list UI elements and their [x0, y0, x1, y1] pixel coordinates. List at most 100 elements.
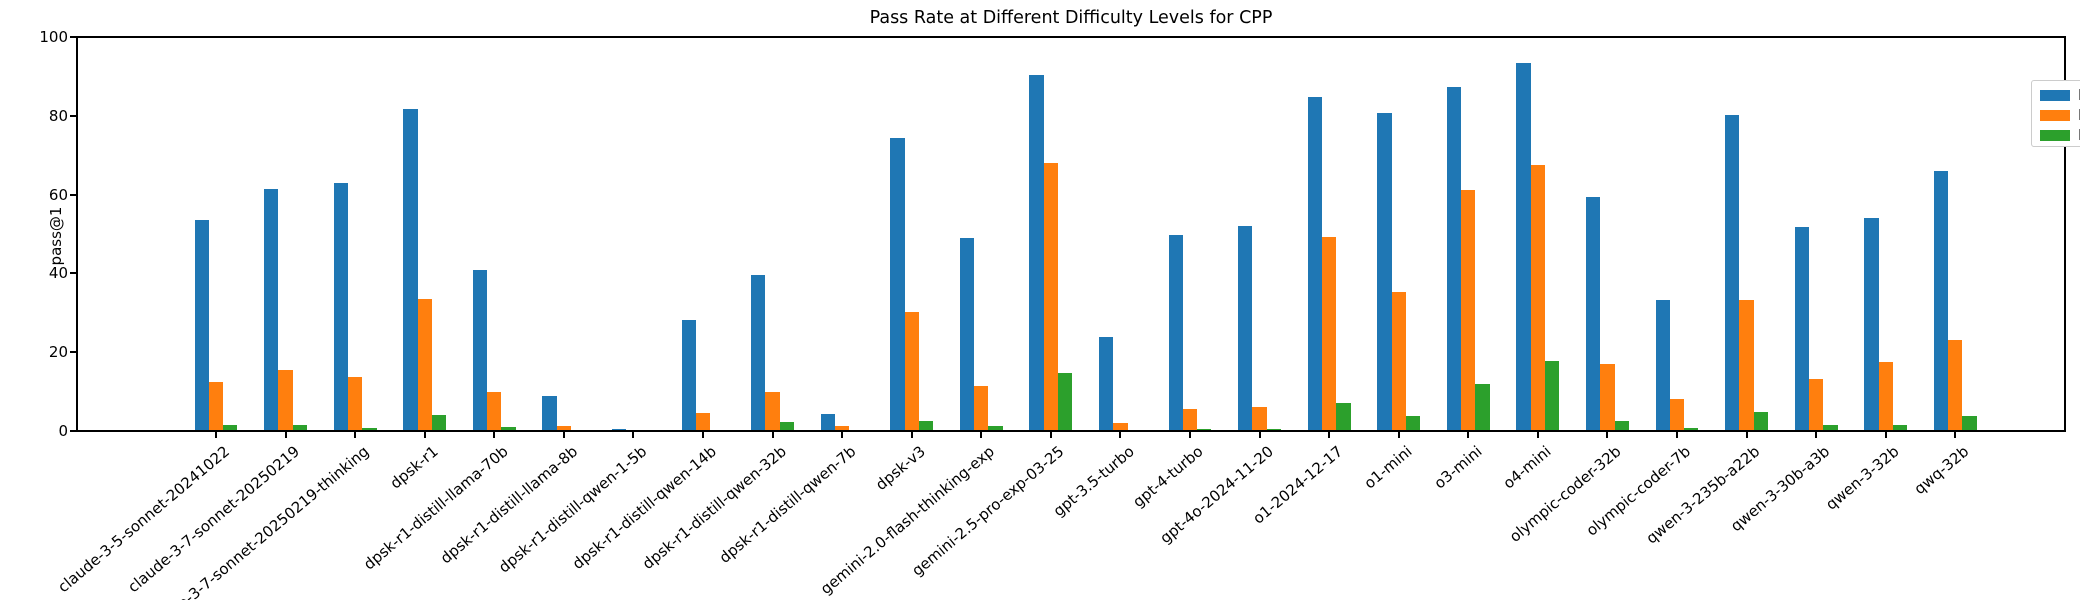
- bar-easy-o3-mini: [1446, 86, 1462, 431]
- y-tick-label: 60: [48, 185, 68, 204]
- x-tick-mark: [1119, 432, 1122, 438]
- x-tick-mark: [701, 432, 704, 438]
- bar-medium-o1-2024-12-17: [1321, 237, 1337, 431]
- bar-easy-qwq-32b: [1933, 170, 1949, 431]
- bar-medium-claude-3-7-sonnet-20250219: [278, 370, 293, 431]
- y-tick-mark: [70, 272, 77, 275]
- legend-swatch-easy: [2040, 90, 2070, 101]
- legend-label: Hard: [2078, 127, 2080, 144]
- y-tick-mark: [70, 351, 77, 354]
- x-tick-mark: [632, 432, 635, 438]
- bar-medium-dpsk-r1: [417, 299, 432, 431]
- x-tick-mark: [1745, 432, 1748, 438]
- y-tick-label: 0: [58, 422, 68, 440]
- bar-hard-olympic-coder-7b: [1684, 427, 1699, 431]
- bar-medium-olympic-coder-7b: [1669, 399, 1685, 431]
- bar-easy-o1-2024-12-17: [1307, 96, 1322, 431]
- bar-medium-gpt-4o-2024-11-20: [1252, 406, 1267, 431]
- y-tick-mark: [70, 114, 77, 117]
- bar-medium-olympic-coder-32b: [1600, 364, 1615, 431]
- bar-hard-qwen-3-32b: [1892, 424, 1908, 431]
- x-tick-label: qwen-3-32b: [1822, 442, 1903, 514]
- x-tick-mark: [1536, 432, 1539, 438]
- bar-easy-claude-3-5-sonnet-20241022: [194, 220, 209, 431]
- x-tick-label: o3-mini: [1430, 442, 1486, 493]
- bar-easy-qwen-3-30b-a3b: [1794, 227, 1809, 431]
- x-tick-mark: [1606, 432, 1609, 438]
- bar-medium-dpsk-r1-distill-qwen-32b: [765, 392, 780, 431]
- bar-hard-o4-mini: [1544, 361, 1560, 431]
- y-tick-label: 20: [48, 343, 68, 362]
- x-tick-mark: [1258, 432, 1261, 438]
- bar-hard-o1-mini: [1405, 416, 1421, 431]
- bar-medium-gemini-2.5-pro-exp-03-25: [1043, 163, 1058, 431]
- y-tick-mark: [70, 36, 77, 38]
- x-tick-label: qwq-32b: [1910, 442, 1973, 499]
- bar-easy-o4-mini: [1516, 63, 1531, 431]
- x-tick-mark: [423, 432, 426, 438]
- bar-medium-claude-3-5-sonnet-20241022: [208, 381, 224, 431]
- bar-easy-dpsk-r1-distill-qwen-1-5b: [611, 429, 627, 431]
- x-tick-label: dpsk-r1: [386, 442, 442, 493]
- bar-easy-gpt-4o-2024-11-20: [1238, 225, 1253, 431]
- x-tick-mark: [1397, 432, 1400, 438]
- legend-swatch-medium: [2040, 110, 2070, 121]
- y-tick-mark: [70, 193, 77, 196]
- bar-hard-gpt-4o-2024-11-20: [1266, 428, 1281, 431]
- legend-label: Medium: [2078, 107, 2080, 124]
- bar-easy-gemini-2.5-pro-exp-03-25: [1029, 75, 1044, 431]
- legend: Easy Medium Hard: [2031, 80, 2080, 147]
- bar-hard-dpsk-r1: [431, 415, 447, 431]
- bar-hard-claude-3-7-sonnet-20250219: [292, 425, 308, 431]
- bar-hard-gemini-2.0-flash-thinking-exp: [988, 425, 1003, 431]
- bar-medium-qwen-3-32b: [1878, 361, 1893, 431]
- bar-hard-olympic-coder-32b: [1614, 421, 1629, 431]
- y-tick-label: 80: [48, 106, 68, 125]
- legend-item-easy: Easy: [2040, 86, 2080, 105]
- x-tick-label: dpsk-r1-distill-llama-70b: [359, 442, 512, 574]
- bar-medium-o4-mini: [1530, 164, 1545, 431]
- x-tick-label: o4-mini: [1499, 442, 1555, 493]
- x-tick-mark: [1467, 432, 1470, 438]
- legend-item-hard: Hard: [2040, 126, 2080, 145]
- bar-medium-o3-mini: [1461, 190, 1476, 431]
- bar-easy-dpsk-v3: [890, 137, 905, 431]
- x-tick-mark: [562, 432, 565, 438]
- bar-hard-qwq-32b: [1962, 416, 1977, 431]
- x-tick-mark: [1675, 432, 1678, 438]
- x-tick-mark: [841, 432, 844, 438]
- bar-medium-qwen-3-30b-a3b: [1808, 379, 1824, 431]
- bar-hard-gemini-2.5-pro-exp-03-25: [1057, 373, 1073, 431]
- bar-easy-dpsk-r1-distill-qwen-7b: [820, 414, 835, 431]
- bar-medium-o1-mini: [1391, 292, 1406, 431]
- legend-swatch-hard: [2040, 130, 2070, 141]
- x-tick-label: o1-mini: [1360, 442, 1416, 493]
- chart-title: Pass Rate at Different Difficulty Levels…: [869, 8, 1273, 28]
- bar-hard-o3-mini: [1475, 384, 1490, 431]
- bar-easy-olympic-coder-32b: [1585, 196, 1601, 431]
- x-tick-mark: [771, 432, 774, 438]
- x-tick-label: dpsk-r1-distill-qwen-7b: [715, 442, 860, 567]
- bar-hard-qwen-3-30b-a3b: [1823, 425, 1838, 431]
- x-tick-mark: [1328, 432, 1331, 438]
- bar-hard-claude-3-5-sonnet-20241022: [223, 425, 238, 431]
- y-tick-label: 40: [48, 264, 68, 283]
- x-tick-mark: [1884, 432, 1887, 438]
- x-tick-mark: [910, 432, 913, 438]
- bar-easy-dpsk-r1: [403, 108, 418, 431]
- bar-medium-dpsk-r1-distill-llama-8b: [556, 425, 571, 431]
- y-tick-label: 100: [39, 28, 68, 46]
- x-tick-label: dpsk-r1-distill-llama-8b: [436, 442, 581, 568]
- bar-hard-claude-3-7-sonnet-20250219-thinking: [362, 428, 377, 431]
- bar-easy-dpsk-r1-distill-qwen-32b: [751, 274, 766, 431]
- x-tick-mark: [1815, 432, 1818, 438]
- x-tick-mark: [1188, 432, 1191, 438]
- bar-hard-dpsk-v3: [918, 420, 934, 431]
- bar-easy-dpsk-r1-distill-qwen-14b: [681, 319, 696, 431]
- bar-hard-gpt-4-turbo: [1197, 429, 1212, 431]
- y-tick-mark: [70, 430, 77, 432]
- bar-medium-dpsk-r1-distill-qwen-14b: [695, 413, 711, 431]
- bar-hard-dpsk-r1-distill-llama-70b: [501, 426, 516, 431]
- bar-hard-o1-2024-12-17: [1336, 403, 1351, 431]
- y-axis-label: pass@1: [47, 206, 65, 266]
